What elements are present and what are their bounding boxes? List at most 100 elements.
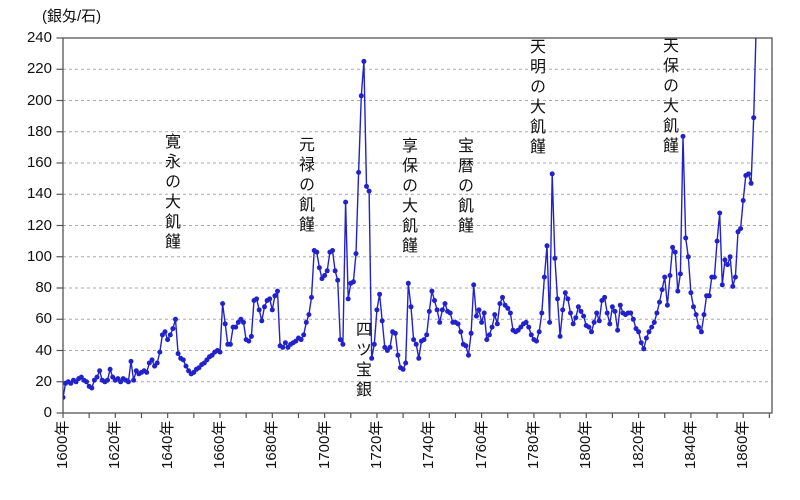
annotation: 宝暦の飢饉 xyxy=(455,137,472,237)
data-point xyxy=(751,115,757,121)
data-point xyxy=(411,337,417,343)
data-point xyxy=(358,93,364,99)
data-point xyxy=(714,238,720,244)
data-point xyxy=(575,304,581,310)
data-point xyxy=(615,327,621,333)
data-point xyxy=(657,299,662,305)
data-point xyxy=(364,183,369,189)
y-axis-label: 240 xyxy=(26,29,52,46)
data-point xyxy=(586,324,592,330)
data-point xyxy=(439,307,445,313)
y-axis-label: 220 xyxy=(26,60,52,77)
y-axis-label: 200 xyxy=(26,92,52,109)
data-point xyxy=(740,198,746,203)
y-axis-label: 140 xyxy=(26,185,52,202)
data-point xyxy=(269,307,275,313)
data-point xyxy=(596,318,602,324)
data-point xyxy=(562,290,568,296)
data-point xyxy=(434,307,440,313)
x-axis-label: 1800年 xyxy=(577,420,594,469)
y-axis-label: 0 xyxy=(43,404,52,421)
data-point xyxy=(539,310,545,316)
x-axis-label: 1820年 xyxy=(630,420,647,469)
data-point xyxy=(547,319,553,325)
data-point xyxy=(492,312,498,318)
data-point xyxy=(706,293,712,299)
data-point xyxy=(280,344,286,350)
x-axis-label: 1660年 xyxy=(211,420,228,469)
y-axis-label: 100 xyxy=(26,248,52,265)
y-axis-label: 80 xyxy=(35,279,52,296)
data-point xyxy=(254,296,260,302)
data-point xyxy=(421,337,427,343)
data-point xyxy=(549,171,555,177)
data-point xyxy=(636,329,642,335)
data-point xyxy=(479,319,485,325)
data-point xyxy=(322,273,328,278)
y-axis-label: 60 xyxy=(35,310,52,327)
data-point xyxy=(282,340,288,346)
x-axis-label: 1600年 xyxy=(54,420,71,469)
x-axis-label: 1720年 xyxy=(368,420,385,469)
data-point xyxy=(544,243,550,249)
data-point xyxy=(154,360,160,366)
data-point xyxy=(675,288,681,294)
data-point xyxy=(560,307,566,313)
data-point xyxy=(536,329,542,335)
data-point xyxy=(314,249,320,255)
data-point xyxy=(340,341,346,347)
data-point xyxy=(651,319,657,325)
annotation: 四ツ宝銀 xyxy=(353,321,370,401)
data-point xyxy=(468,330,474,336)
data-point xyxy=(107,366,113,372)
data-point xyxy=(432,298,437,303)
data-point xyxy=(578,308,584,314)
data-point xyxy=(84,379,89,385)
x-axis-label: 1700年 xyxy=(316,420,333,469)
data-point xyxy=(400,366,406,372)
data-point xyxy=(557,333,563,339)
data-point xyxy=(541,274,547,280)
data-point xyxy=(581,313,587,319)
data-point xyxy=(698,329,704,335)
data-point xyxy=(458,329,464,335)
data-point xyxy=(167,332,173,338)
data-point xyxy=(220,301,226,307)
data-point xyxy=(484,337,490,343)
data-point xyxy=(604,310,610,316)
annotation: 元禄の飢饉 xyxy=(296,136,313,236)
data-point xyxy=(180,357,186,363)
data-point xyxy=(612,308,618,314)
data-point xyxy=(345,296,351,302)
data-point xyxy=(416,355,422,361)
data-point xyxy=(361,58,367,64)
data-point xyxy=(654,310,660,316)
data-point xyxy=(241,319,246,325)
y-axis-unit-label: (銀匁/石) xyxy=(42,8,102,25)
data-point xyxy=(442,301,448,307)
data-point xyxy=(683,235,689,241)
data-point xyxy=(392,330,398,336)
annotation: 寛永の大飢饉 xyxy=(162,133,179,253)
data-point xyxy=(701,312,707,318)
data-point xyxy=(377,291,383,297)
data-point xyxy=(607,321,613,327)
data-point xyxy=(374,307,380,313)
data-point xyxy=(337,337,343,343)
data-point xyxy=(405,280,411,286)
data-point xyxy=(306,312,312,318)
data-point xyxy=(343,199,349,205)
data-point xyxy=(387,344,393,350)
data-point xyxy=(589,329,594,335)
data-point xyxy=(395,352,401,358)
data-point xyxy=(330,248,335,253)
data-point xyxy=(730,283,736,289)
data-point xyxy=(507,310,513,316)
data-point xyxy=(691,304,696,310)
y-axis-label: 160 xyxy=(26,154,52,171)
data-point xyxy=(303,319,309,325)
data-point xyxy=(748,180,754,186)
data-point xyxy=(573,315,579,321)
data-point xyxy=(505,305,511,311)
